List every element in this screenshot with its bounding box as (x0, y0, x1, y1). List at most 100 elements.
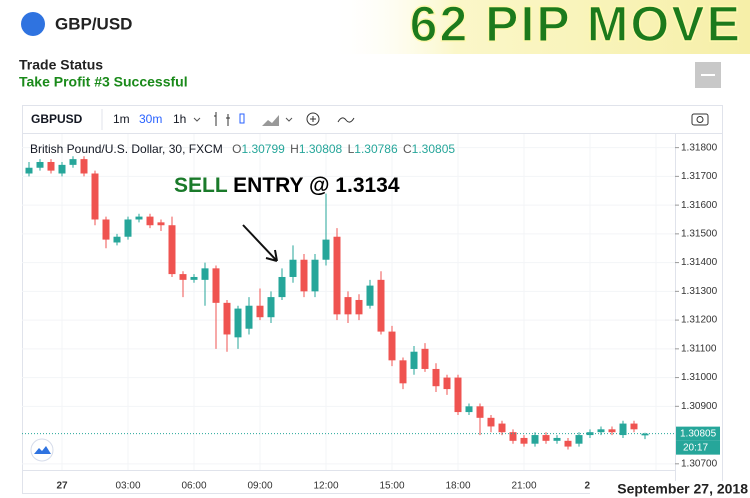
date-bg (590, 481, 750, 498)
candle-body (608, 429, 616, 433)
candle-body (465, 406, 473, 413)
annotation-text: ENTRY @ 1.3134 (233, 174, 400, 197)
logo (30, 438, 54, 462)
candle-body (135, 216, 143, 220)
legend-key: C (403, 142, 412, 156)
candle-body (25, 167, 33, 174)
candle-body (509, 432, 517, 441)
candle-body (542, 435, 550, 441)
candle-body (399, 360, 407, 384)
bars-icon[interactable] (214, 112, 230, 126)
candle-body (212, 268, 220, 303)
interval[interactable]: 1m (113, 112, 130, 126)
candle-body (564, 440, 572, 447)
candle-body (344, 297, 352, 315)
candle-body (146, 216, 154, 226)
legend-value: 1.30808 (299, 142, 343, 156)
x-tick-label: 15:00 (379, 481, 404, 492)
countdown: 20:17 (683, 442, 708, 453)
x-tick-label: 09:00 (247, 481, 272, 492)
candle-body (234, 308, 242, 338)
dropdown[interactable] (285, 117, 293, 122)
candle-body (278, 276, 286, 298)
candle-body (333, 236, 341, 315)
annotation-side: SELL (174, 174, 228, 197)
candle-body (531, 435, 539, 444)
y-tick-label: 1.31400 (681, 257, 718, 268)
candle-body (630, 423, 638, 430)
legend-value: 1.30805 (412, 142, 456, 156)
y-tick-label: 1.31500 (681, 228, 718, 239)
candle-body (619, 423, 627, 436)
y-tick-label: 1.31300 (681, 286, 718, 297)
candle-body (410, 351, 418, 369)
candle-body (487, 417, 495, 427)
candle-body (355, 299, 363, 315)
x-tick-label: 06:00 (181, 481, 206, 492)
countdown-tag (676, 440, 720, 455)
candle-body (476, 406, 484, 418)
symbol: GBP/USD (55, 14, 132, 33)
candle-body (69, 159, 77, 165)
candle-body (58, 164, 66, 174)
legend-name: British Pound/U.S. Dollar, 30, FXCM (30, 142, 223, 156)
candle-body (311, 259, 319, 292)
candle-body (597, 429, 605, 433)
banner-bg (330, 0, 750, 54)
candle-body (388, 331, 396, 361)
logo-icon (34, 446, 51, 454)
toolbar-symbol[interactable]: GBPUSD (31, 112, 83, 126)
area-icon[interactable] (262, 115, 279, 126)
indicator-icon[interactable] (306, 112, 320, 126)
symbol-icon (21, 12, 45, 36)
candle-body (421, 348, 429, 369)
status-title: Trade Status (19, 57, 103, 73)
dropdown[interactable] (193, 117, 201, 122)
candle-body (366, 285, 374, 306)
candle-body (80, 159, 88, 174)
candle-body (289, 259, 297, 277)
x-tick-label: 18:00 (445, 481, 470, 492)
legend-key: O (232, 142, 241, 156)
y-tick-label: 1.31000 (681, 372, 718, 383)
candle-body (300, 259, 308, 292)
y-tick-label: 1.31200 (681, 315, 718, 326)
legend: British Pound/U.S. Dollar, 30, FXCM O1.3… (30, 142, 455, 156)
candle-body (113, 236, 121, 243)
candle-body (36, 161, 44, 168)
interval[interactable]: 1h (173, 112, 186, 126)
price-label: 1.30805 (680, 428, 717, 439)
candle-body (124, 219, 132, 237)
camera-icon[interactable] (691, 113, 709, 126)
interval[interactable]: 30m (139, 112, 162, 126)
y-tick-label: 1.31100 (681, 343, 717, 354)
candle-body (575, 435, 583, 444)
compare-icon[interactable] (337, 117, 355, 123)
candle-body (520, 437, 528, 444)
annotation: SELL ENTRY @ 1.3134 (174, 174, 400, 197)
status: Take Profit #3 Successful (19, 74, 188, 90)
y-tick-label: 1.31700 (681, 171, 718, 182)
x-tick-label: 12:00 (313, 481, 338, 492)
candle-body (223, 302, 231, 335)
legend-value: 1.30799 (241, 142, 285, 156)
candle-body (47, 161, 55, 171)
candle-body (245, 305, 253, 329)
candle-body (322, 239, 330, 260)
candle-body (553, 437, 561, 441)
y-tick-label: 1.31600 (681, 200, 718, 211)
x-tick-label: 03:00 (115, 481, 140, 492)
legend-key: H (290, 142, 299, 156)
legend-key: L (348, 142, 355, 156)
candles-icon[interactable] (239, 113, 245, 124)
candle-body (641, 433, 649, 436)
banner: 62 PIP MOVE (410, 0, 742, 52)
candle-body (267, 297, 275, 318)
candle-body (256, 305, 264, 318)
candle-body (102, 219, 110, 240)
candle-body (377, 279, 385, 332)
y-tick-label: 1.31800 (681, 142, 718, 153)
price-tag (676, 426, 720, 441)
x-tick-label: 27 (56, 481, 68, 492)
